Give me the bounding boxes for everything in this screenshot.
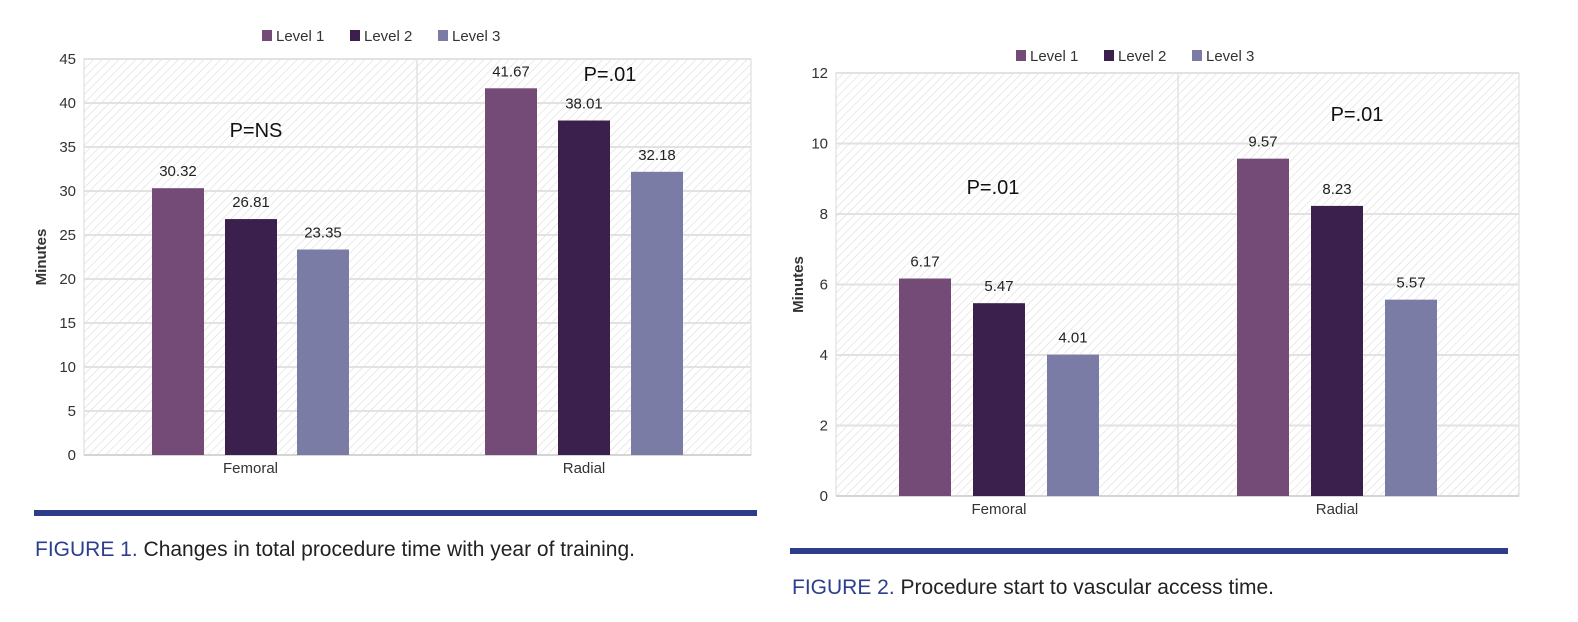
bar-level-3 [297, 249, 349, 455]
legend-label: Level 1 [1030, 48, 1078, 65]
y-tick-label: 0 [68, 447, 76, 464]
figure-1-text: Changes in total procedure time with yea… [143, 538, 635, 561]
p-value-annotation: P=.01 [584, 64, 637, 86]
bar-level-3 [1047, 354, 1099, 496]
data-label: 4.01 [1058, 330, 1087, 347]
figure-2-caption: FIGURE 2. Procedure start to vascular ac… [792, 576, 1274, 600]
y-tick-label: 8 [820, 206, 828, 223]
y-tick-label: 2 [820, 418, 828, 435]
legend-label: Level 1 [276, 28, 324, 45]
bar-level-2 [1311, 205, 1363, 496]
legend-swatch [262, 30, 272, 41]
x-category-label: Femoral [971, 501, 1026, 518]
figure-1-caption: FIGURE 1. Changes in total procedure tim… [35, 538, 635, 562]
bar-level-3 [631, 171, 683, 456]
legend-label: Level 2 [1118, 48, 1166, 65]
data-label: 38.01 [565, 96, 603, 113]
data-label: 32.18 [638, 147, 676, 164]
legend-swatch [1104, 50, 1114, 61]
data-label: 41.67 [492, 63, 530, 80]
y-tick-label: 12 [811, 65, 828, 82]
data-label: 23.35 [304, 225, 342, 242]
y-axis-title: Minutes [790, 256, 807, 313]
legend-swatch [350, 30, 360, 41]
data-label: 26.81 [232, 194, 270, 211]
y-tick-label: 10 [59, 359, 76, 376]
y-tick-label: 35 [59, 139, 76, 156]
x-category-label: Radial [563, 460, 606, 477]
y-tick-label: 6 [820, 277, 828, 294]
p-value-annotation: P=NS [230, 120, 283, 142]
bar-level-1 [899, 278, 951, 496]
y-tick-label: 45 [59, 51, 76, 68]
legend-label: Level 2 [364, 28, 412, 45]
y-tick-label: 5 [68, 403, 76, 420]
data-label: 30.32 [159, 163, 197, 180]
y-tick-label: 30 [59, 183, 76, 200]
y-tick-label: 10 [811, 136, 828, 153]
bar-level-2 [225, 219, 277, 455]
legend-swatch [1192, 50, 1202, 61]
y-axis-title: Minutes [33, 229, 50, 286]
figure-2-rule [790, 548, 1508, 554]
bar-level-1 [1237, 158, 1289, 496]
p-value-annotation: P=.01 [967, 177, 1020, 199]
bar-level-1 [485, 88, 537, 455]
data-label: 6.17 [910, 254, 939, 271]
data-label: 5.57 [1396, 275, 1425, 292]
y-tick-label: 20 [59, 271, 76, 288]
x-category-label: Femoral [223, 460, 278, 477]
legend-label: Level 3 [452, 28, 500, 45]
y-tick-label: 25 [59, 227, 76, 244]
p-value-annotation: P=.01 [1331, 104, 1384, 126]
data-label: 8.23 [1322, 181, 1351, 198]
figure-2-label: FIGURE 2. [792, 576, 895, 599]
y-tick-label: 0 [820, 488, 828, 505]
data-label: 9.57 [1248, 134, 1277, 151]
y-tick-label: 15 [59, 315, 76, 332]
bar-level-1 [152, 188, 204, 455]
legend-swatch [1016, 50, 1026, 61]
legend-swatch [438, 30, 448, 41]
figure-1-rule [34, 510, 757, 516]
bar-level-2 [558, 120, 610, 456]
x-category-label: Radial [1316, 501, 1359, 518]
data-label: 5.47 [984, 278, 1013, 295]
y-tick-label: 40 [59, 95, 76, 112]
bar-level-2 [973, 303, 1025, 496]
figure-2-text: Procedure start to vascular access time. [900, 576, 1275, 599]
bar-level-3 [1385, 299, 1437, 496]
legend-label: Level 3 [1206, 48, 1254, 65]
y-tick-label: 4 [820, 347, 828, 364]
figure-1-label: FIGURE 1. [35, 538, 138, 561]
